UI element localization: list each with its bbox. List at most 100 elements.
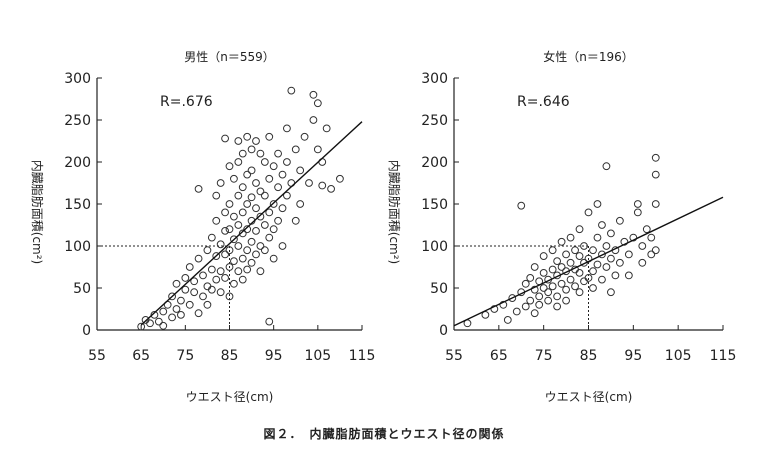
data-point [512, 307, 521, 316]
data-point [225, 225, 234, 234]
data-point [177, 296, 185, 305]
data-point [221, 274, 229, 282]
data-point [278, 204, 287, 213]
data-point [575, 225, 584, 234]
data-point [575, 288, 584, 297]
y-tick-label: 0 [439, 323, 448, 339]
data-point [243, 200, 252, 208]
data-point [602, 242, 611, 250]
data-point [548, 265, 557, 274]
x-tick-label: 65 [132, 348, 150, 364]
data-point [642, 225, 651, 234]
data-point [530, 309, 539, 318]
y-tick-label: 100 [64, 239, 91, 255]
data-point [225, 200, 234, 208]
data-point [230, 212, 238, 221]
data-point [336, 174, 344, 183]
data-point [260, 246, 269, 255]
y-tick-label: 300 [421, 71, 448, 87]
data-point [238, 208, 247, 217]
data-point [629, 233, 638, 242]
data-point [216, 240, 225, 249]
x-tick-label: 115 [349, 348, 376, 364]
data-point [598, 250, 606, 259]
data-point [238, 254, 247, 263]
data-point [207, 285, 216, 294]
data-point [230, 235, 238, 244]
data-point [269, 254, 278, 263]
y-axis-label: 内臓脂肪面積(cm²) [387, 160, 402, 264]
x-tick-label: 85 [221, 348, 239, 364]
data-point [530, 285, 539, 294]
data-point [283, 124, 291, 133]
data-point [553, 257, 562, 266]
data-point [252, 204, 260, 213]
data-point [593, 233, 602, 242]
data-point [633, 200, 642, 208]
chart-title: 男性（n＝559） [184, 50, 275, 64]
data-point [580, 277, 588, 286]
data-point [225, 263, 234, 271]
x-tick-label: 85 [580, 348, 598, 364]
data-point [575, 252, 584, 260]
data-point [313, 145, 322, 154]
data-point [269, 162, 278, 171]
data-point [562, 285, 570, 294]
data-point [269, 200, 278, 208]
data-point [571, 282, 579, 291]
figure-caption: 図２． 内臓脂肪面積とウエスト径の関係 [263, 427, 505, 441]
data-point [589, 267, 597, 276]
data-point [260, 221, 269, 229]
data-point [521, 279, 530, 288]
data-point [190, 277, 199, 286]
data-point [190, 288, 199, 297]
data-point [234, 242, 243, 250]
y-tick-label: 150 [421, 197, 448, 213]
data-point [535, 300, 544, 309]
data-point [539, 268, 548, 277]
data-point [638, 242, 647, 250]
x-tick-label: 55 [88, 348, 106, 364]
data-point [651, 200, 660, 208]
data-point [260, 191, 269, 200]
data-point [256, 242, 265, 250]
data-point [562, 250, 570, 259]
data-point [203, 300, 212, 309]
y-tick-label: 50 [430, 281, 448, 297]
data-point [234, 267, 243, 276]
data-point [598, 275, 606, 284]
y-tick-label: 50 [73, 281, 91, 297]
data-point [159, 321, 168, 330]
data-point [300, 132, 309, 141]
data-point [526, 274, 535, 282]
data-point [602, 162, 611, 171]
data-point [544, 296, 553, 305]
data-point [278, 170, 287, 179]
data-point [216, 267, 225, 276]
y-tick-label: 200 [421, 155, 448, 171]
correlation-annotation: R=.646 [517, 94, 570, 110]
data-point [508, 294, 517, 302]
x-tick-label: 105 [304, 348, 331, 364]
data-point [535, 292, 544, 301]
data-point [252, 250, 260, 259]
data-point [216, 179, 225, 187]
data-point [269, 225, 278, 234]
data-point [265, 317, 274, 326]
data-point [521, 302, 530, 311]
data-point [230, 174, 238, 183]
data-point [633, 208, 642, 217]
data-point [137, 322, 146, 331]
data-point [548, 282, 557, 291]
data-point [221, 226, 229, 235]
data-point [247, 258, 256, 267]
data-point [238, 183, 247, 192]
data-point [243, 170, 252, 179]
data-point [247, 145, 256, 154]
data-point [620, 237, 629, 246]
data-point [651, 246, 660, 255]
data-point [234, 191, 243, 200]
data-point [221, 208, 229, 217]
x-tick-label: 75 [535, 348, 553, 364]
data-point [172, 279, 181, 288]
